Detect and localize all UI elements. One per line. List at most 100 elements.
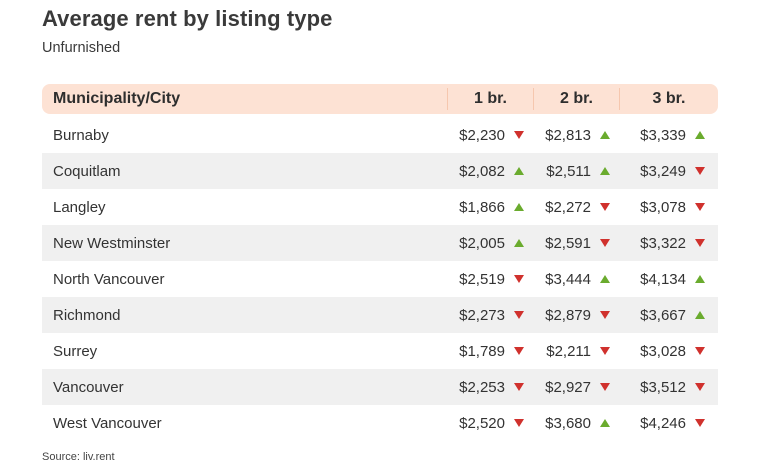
source-note: Source: liv.rent <box>42 451 115 463</box>
rent-cell-1br: $2,520 <box>447 415 533 432</box>
trend-down-icon <box>695 419 705 427</box>
table-row: Surrey $1,789 $2,211 $3,028 <box>42 333 718 369</box>
trend-down-icon <box>695 383 705 391</box>
rent-cell-2br: $2,511 <box>533 163 619 180</box>
rent-cell-2br: $2,272 <box>533 199 619 216</box>
rent-value: $2,272 <box>545 198 591 216</box>
rent-cell-3br: $3,028 <box>619 343 718 360</box>
chart-title: Average rent by listing type <box>42 6 333 31</box>
rent-cell-2br: $2,927 <box>533 379 619 396</box>
rent-value: $3,249 <box>640 162 686 180</box>
table-header: Municipality/City 1 br. 2 br. 3 br. <box>42 84 718 114</box>
trend-up-icon <box>600 275 610 283</box>
rent-cell-3br: $3,667 <box>619 307 718 324</box>
rent-value: $3,444 <box>545 270 591 288</box>
rent-value: $2,879 <box>545 306 591 324</box>
trend-up-icon <box>695 275 705 283</box>
trend-down-icon <box>695 167 705 175</box>
city-name: Richmond <box>53 306 121 324</box>
trend-down-icon <box>695 239 705 247</box>
rent-cell-3br: $3,339 <box>619 127 718 144</box>
rent-value: $2,211 <box>546 342 591 360</box>
rent-value: $3,512 <box>640 378 686 396</box>
rent-value: $4,246 <box>640 414 686 432</box>
city-name: Surrey <box>53 342 98 360</box>
table-row: Richmond $2,273 $2,879 $3,667 <box>42 297 718 333</box>
city-name: Langley <box>53 198 106 216</box>
rent-value: $2,230 <box>459 126 505 144</box>
trend-up-icon <box>695 311 705 319</box>
rent-cell-3br: $3,512 <box>619 379 718 396</box>
rent-value: $1,866 <box>459 198 505 216</box>
trend-down-icon <box>695 203 705 211</box>
rent-cell-1br: $2,005 <box>447 235 533 252</box>
trend-down-icon <box>514 419 524 427</box>
rent-cell-2br: $3,444 <box>533 271 619 288</box>
trend-up-icon <box>600 131 610 139</box>
rent-cell-2br: $3,680 <box>533 415 619 432</box>
column-header-1br: 1 br. <box>447 88 533 110</box>
table-row: Coquitlam $2,082 $2,511 $3,249 <box>42 153 718 189</box>
table-row: New Westminster $2,005 $2,591 $3,322 <box>42 225 718 261</box>
rent-cell-3br: $4,246 <box>619 415 718 432</box>
rent-value: $2,253 <box>459 378 505 396</box>
rent-cell-3br: $3,322 <box>619 235 718 252</box>
table-row: Burnaby $2,230 $2,813 $3,339 <box>42 117 718 153</box>
rent-value: $2,519 <box>459 270 505 288</box>
trend-up-icon <box>514 203 524 211</box>
table-row: Vancouver $2,253 $2,927 $3,512 <box>42 369 718 405</box>
trend-down-icon <box>600 347 610 355</box>
rent-value: $3,028 <box>640 342 686 360</box>
rent-value: $1,789 <box>459 342 505 360</box>
trend-down-icon <box>600 311 610 319</box>
rent-value: $2,511 <box>546 162 591 180</box>
trend-down-icon <box>514 311 524 319</box>
rent-value: $2,927 <box>545 378 591 396</box>
city-name: North Vancouver <box>53 270 165 288</box>
trend-down-icon <box>600 239 610 247</box>
trend-up-icon <box>514 167 524 175</box>
table-row: Langley $1,866 $2,272 $3,078 <box>42 189 718 225</box>
rent-cell-1br: $1,866 <box>447 199 533 216</box>
rent-value: $2,591 <box>545 234 591 252</box>
rent-table: Municipality/City 1 br. 2 br. 3 br. Burn… <box>42 84 718 441</box>
rent-cell-3br: $3,249 <box>619 163 718 180</box>
rent-cell-3br: $4,134 <box>619 271 718 288</box>
rent-cell-1br: $2,519 <box>447 271 533 288</box>
rent-value: $4,134 <box>640 270 686 288</box>
city-name: West Vancouver <box>53 414 162 432</box>
rent-value: $2,082 <box>459 162 505 180</box>
rent-value: $3,322 <box>640 234 686 252</box>
rent-cell-1br: $2,082 <box>447 163 533 180</box>
city-name: New Westminster <box>53 234 171 252</box>
trend-down-icon <box>514 383 524 391</box>
rent-cell-1br: $1,789 <box>447 343 533 360</box>
column-header-3br: 3 br. <box>619 88 718 110</box>
city-name: Burnaby <box>53 126 109 144</box>
rent-cell-2br: $2,211 <box>533 343 619 360</box>
table-body: Burnaby $2,230 $2,813 $3,339 Coquitlam $2,082… <box>42 117 718 441</box>
rent-value: $2,005 <box>459 234 505 252</box>
rent-value: $3,078 <box>640 198 686 216</box>
rent-value: $3,339 <box>640 126 686 144</box>
trend-up-icon <box>514 239 524 247</box>
rent-value: $3,680 <box>545 414 591 432</box>
city-name: Coquitlam <box>53 162 121 180</box>
trend-down-icon <box>514 347 524 355</box>
trend-down-icon <box>600 203 610 211</box>
rent-cell-1br: $2,230 <box>447 127 533 144</box>
trend-down-icon <box>514 275 524 283</box>
rent-value: $2,273 <box>459 306 505 324</box>
trend-down-icon <box>600 383 610 391</box>
trend-down-icon <box>514 131 524 139</box>
table-row: West Vancouver $2,520 $3,680 $4,246 <box>42 405 718 441</box>
table-row: North Vancouver $2,519 $3,444 $4,134 <box>42 261 718 297</box>
chart-subtitle: Unfurnished <box>42 40 121 56</box>
rent-cell-3br: $3,078 <box>619 199 718 216</box>
rent-cell-2br: $2,813 <box>533 127 619 144</box>
column-header-city: Municipality/City <box>53 90 181 107</box>
trend-down-icon <box>695 347 705 355</box>
rent-value: $3,667 <box>640 306 686 324</box>
rent-cell-1br: $2,253 <box>447 379 533 396</box>
column-header-2br: 2 br. <box>533 88 619 110</box>
